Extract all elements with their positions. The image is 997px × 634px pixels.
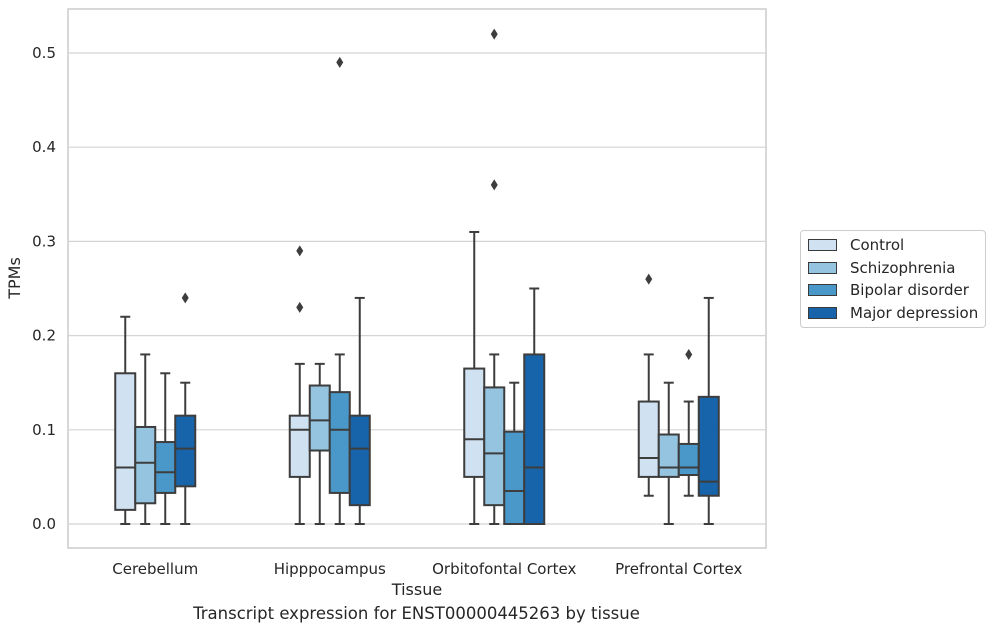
iqr-box [503, 430, 526, 525]
iqr-box [463, 367, 486, 478]
y-tick-label: 0.2 [32, 327, 56, 345]
outlier-point [181, 292, 189, 304]
box-schizophrenia [483, 28, 506, 525]
box-bipolar-disorder [677, 348, 700, 497]
iqr-box [637, 400, 660, 478]
iqr-box [154, 441, 177, 494]
outlier-point [296, 301, 304, 313]
legend-label: Control [850, 236, 905, 255]
box-control [463, 230, 486, 525]
iqr-box [308, 384, 331, 452]
legend-label: Major depression [850, 303, 979, 322]
box-major-depression [348, 296, 371, 525]
box-schizophrenia [308, 362, 331, 525]
y-tick-label: 0.3 [32, 232, 56, 250]
x-tick-label: Hipppocampus [274, 560, 386, 578]
x-tick-label: Orbitofontal Cortex [432, 560, 576, 578]
box-bipolar-disorder [154, 372, 177, 525]
iqr-box [328, 391, 351, 494]
iqr-box [114, 372, 137, 511]
y-axis-label: TPMs [5, 257, 24, 300]
outlier-point [645, 273, 653, 285]
box-schizophrenia [657, 381, 680, 525]
legend-item: Control [801, 234, 985, 257]
iqr-box [174, 414, 197, 488]
y-tick-label: 0.1 [32, 421, 56, 439]
iqr-box [288, 414, 311, 478]
iqr-box [348, 414, 371, 507]
outlier-point [490, 28, 498, 40]
box-bipolar-disorder [503, 381, 526, 525]
outlier-point [685, 348, 693, 360]
box-major-depression [174, 292, 197, 525]
box-major-depression [523, 287, 546, 525]
legend-item: Bipolar disorder [801, 279, 985, 302]
legend-swatch [808, 239, 837, 252]
y-tick-label: 0.4 [32, 138, 56, 156]
iqr-box [657, 433, 680, 478]
x-axis-label: Tissue [391, 580, 442, 599]
iqr-box [697, 395, 720, 497]
iqr-box [677, 442, 700, 477]
x-tick-label: Cerebellum [112, 560, 198, 578]
legend-item: Major depression [801, 302, 985, 325]
y-tick-label: 0.0 [32, 515, 56, 533]
outlier-point [336, 56, 344, 68]
x-tick-labels: Cerebellum Hipppocampus Orbitofontal Corte… [112, 560, 742, 578]
y-tick-labels: 0.0 0.1 0.2 0.3 0.4 0.5 [32, 44, 56, 533]
legend: Control Schizophrenia Bipolar disorder Majo… [800, 230, 986, 328]
iqr-box [523, 353, 546, 525]
legend-swatch [808, 261, 837, 274]
chart-caption: Transcript expression for ENST0000044526… [193, 604, 640, 623]
box-marks [114, 28, 720, 525]
y-tick-label: 0.5 [32, 44, 56, 62]
legend-swatch [808, 306, 837, 319]
legend-label: Bipolar disorder [850, 281, 969, 300]
outlier-point [296, 245, 304, 257]
iqr-box [483, 386, 506, 507]
legend-item: Schizophrenia [801, 257, 985, 280]
iqr-box [134, 425, 157, 505]
box-major-depression [697, 296, 720, 525]
x-tick-label: Prefrontal Cortex [615, 560, 742, 578]
outlier-point [490, 179, 498, 191]
legend-label: Schizophrenia [850, 258, 956, 277]
legend-swatch [808, 284, 837, 297]
